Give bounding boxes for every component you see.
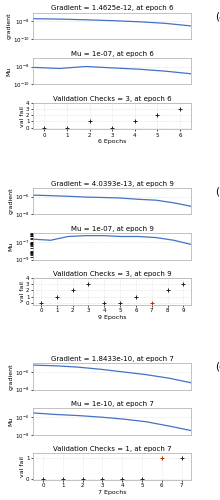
Y-axis label: gradient: gradient [6, 12, 11, 39]
Text: (c): (c) [215, 362, 220, 372]
X-axis label: 7 Epochs: 7 Epochs [98, 490, 126, 495]
X-axis label: 9 Epochs: 9 Epochs [98, 314, 126, 320]
Title: Gradient = 4.0393e-13, at epoch 9: Gradient = 4.0393e-13, at epoch 9 [51, 180, 174, 186]
Y-axis label: gradient: gradient [9, 363, 14, 390]
Y-axis label: val fail: val fail [20, 456, 25, 477]
X-axis label: 6 Epochs: 6 Epochs [98, 139, 126, 144]
Title: Validation Checks = 3, at epoch 6: Validation Checks = 3, at epoch 6 [53, 96, 172, 102]
Title: Mu = 1e-07, at epoch 6: Mu = 1e-07, at epoch 6 [71, 50, 154, 56]
Title: Mu = 1e-10, at epoch 7: Mu = 1e-10, at epoch 7 [71, 401, 154, 407]
Title: Validation Checks = 1, at epoch 7: Validation Checks = 1, at epoch 7 [53, 446, 172, 452]
Title: Gradient = 1.8433e-10, at epoch 7: Gradient = 1.8433e-10, at epoch 7 [51, 356, 174, 362]
Title: Mu = 1e-07, at epoch 9: Mu = 1e-07, at epoch 9 [71, 226, 154, 232]
Y-axis label: gradient: gradient [9, 188, 14, 214]
Text: (a): (a) [215, 11, 220, 21]
Y-axis label: val fail: val fail [20, 106, 25, 126]
Title: Gradient = 1.4625e-12, at epoch 6: Gradient = 1.4625e-12, at epoch 6 [51, 6, 173, 12]
Y-axis label: Mu: Mu [9, 417, 14, 426]
Y-axis label: Mu: Mu [9, 242, 14, 251]
Title: Validation Checks = 3, at epoch 9: Validation Checks = 3, at epoch 9 [53, 271, 172, 277]
Y-axis label: val fail: val fail [20, 281, 25, 302]
Text: (b): (b) [215, 186, 220, 196]
Y-axis label: Mu: Mu [6, 66, 11, 76]
